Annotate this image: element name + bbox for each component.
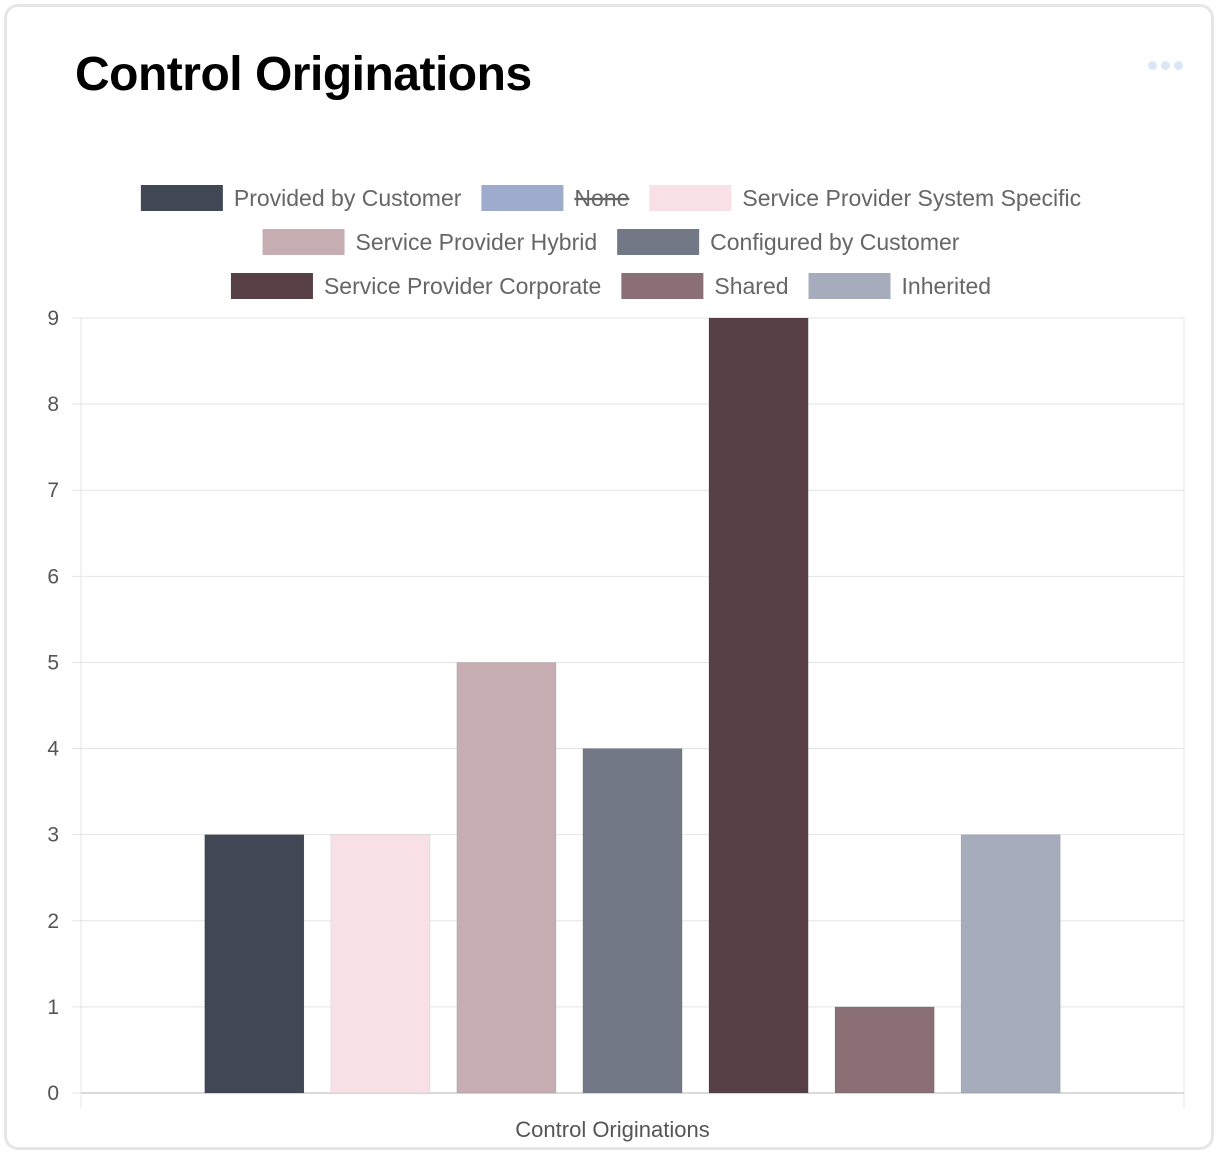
bar-service-provider-hybrid[interactable]: [456, 661, 557, 1094]
y-tick-label: 4: [47, 738, 59, 761]
y-tick-label: 3: [47, 824, 59, 847]
legend-label: Provided by Customer: [234, 185, 462, 211]
legend-label: None: [574, 185, 629, 211]
y-tick-label: 7: [47, 479, 59, 502]
y-tick-label: 9: [47, 307, 59, 330]
y-tick-label: 6: [47, 565, 59, 588]
legend-swatch: [621, 273, 704, 299]
legend-swatch: [808, 273, 891, 299]
legend-label: Service Provider System Specific: [742, 185, 1081, 211]
legend-label: Service Provider Hybrid: [356, 229, 598, 255]
chart-title: Control Originations: [75, 48, 532, 101]
legend-item-provided-by-customer[interactable]: Provided by Customer: [140, 185, 462, 211]
legend-item-configured-by-customer[interactable]: Configured by Customer: [617, 229, 960, 255]
legend-item-service-provider-hybrid[interactable]: Service Provider Hybrid: [262, 229, 598, 255]
legend-swatch: [649, 185, 732, 211]
legend-label: Service Provider Corporate: [324, 273, 601, 299]
bar-service-provider-corporate[interactable]: [708, 317, 809, 1094]
bar-provided-by-customer[interactable]: [204, 834, 305, 1094]
y-tick-label: 0: [47, 1082, 59, 1105]
legend-label: Inherited: [902, 273, 992, 299]
legend-swatch: [140, 185, 223, 211]
menu-dot: [1174, 61, 1183, 70]
legend-swatch: [481, 185, 564, 211]
legend-label: Shared: [714, 273, 788, 299]
legend-item-service-provider-corporate[interactable]: Service Provider Corporate: [230, 273, 601, 299]
menu-dot: [1148, 61, 1157, 70]
legend-swatch: [230, 273, 313, 299]
y-tick-label: 5: [47, 651, 59, 674]
y-tick-label: 8: [47, 393, 59, 416]
legend-item-inherited[interactable]: Inherited: [808, 273, 992, 299]
legend-swatch: [262, 229, 345, 255]
legend-label: Configured by Customer: [710, 229, 960, 255]
legend-swatch: [617, 229, 700, 255]
legend-item-service-provider-system-specific[interactable]: Service Provider System Specific: [649, 185, 1081, 211]
bar-configured-by-customer[interactable]: [582, 748, 683, 1094]
y-tick-label: 2: [47, 910, 59, 933]
x-axis-title: Control Originations: [515, 1117, 709, 1142]
menu-dot: [1161, 61, 1170, 70]
bar-service-provider-system-specific[interactable]: [330, 834, 431, 1094]
bar-shared[interactable]: [834, 1006, 935, 1094]
more-horizontal-icon[interactable]: [1146, 59, 1185, 72]
y-tick-label: 1: [47, 996, 59, 1019]
bar-inherited[interactable]: [960, 834, 1061, 1094]
legend-item-none[interactable]: None: [481, 185, 629, 211]
legend-item-shared[interactable]: Shared: [621, 273, 789, 299]
